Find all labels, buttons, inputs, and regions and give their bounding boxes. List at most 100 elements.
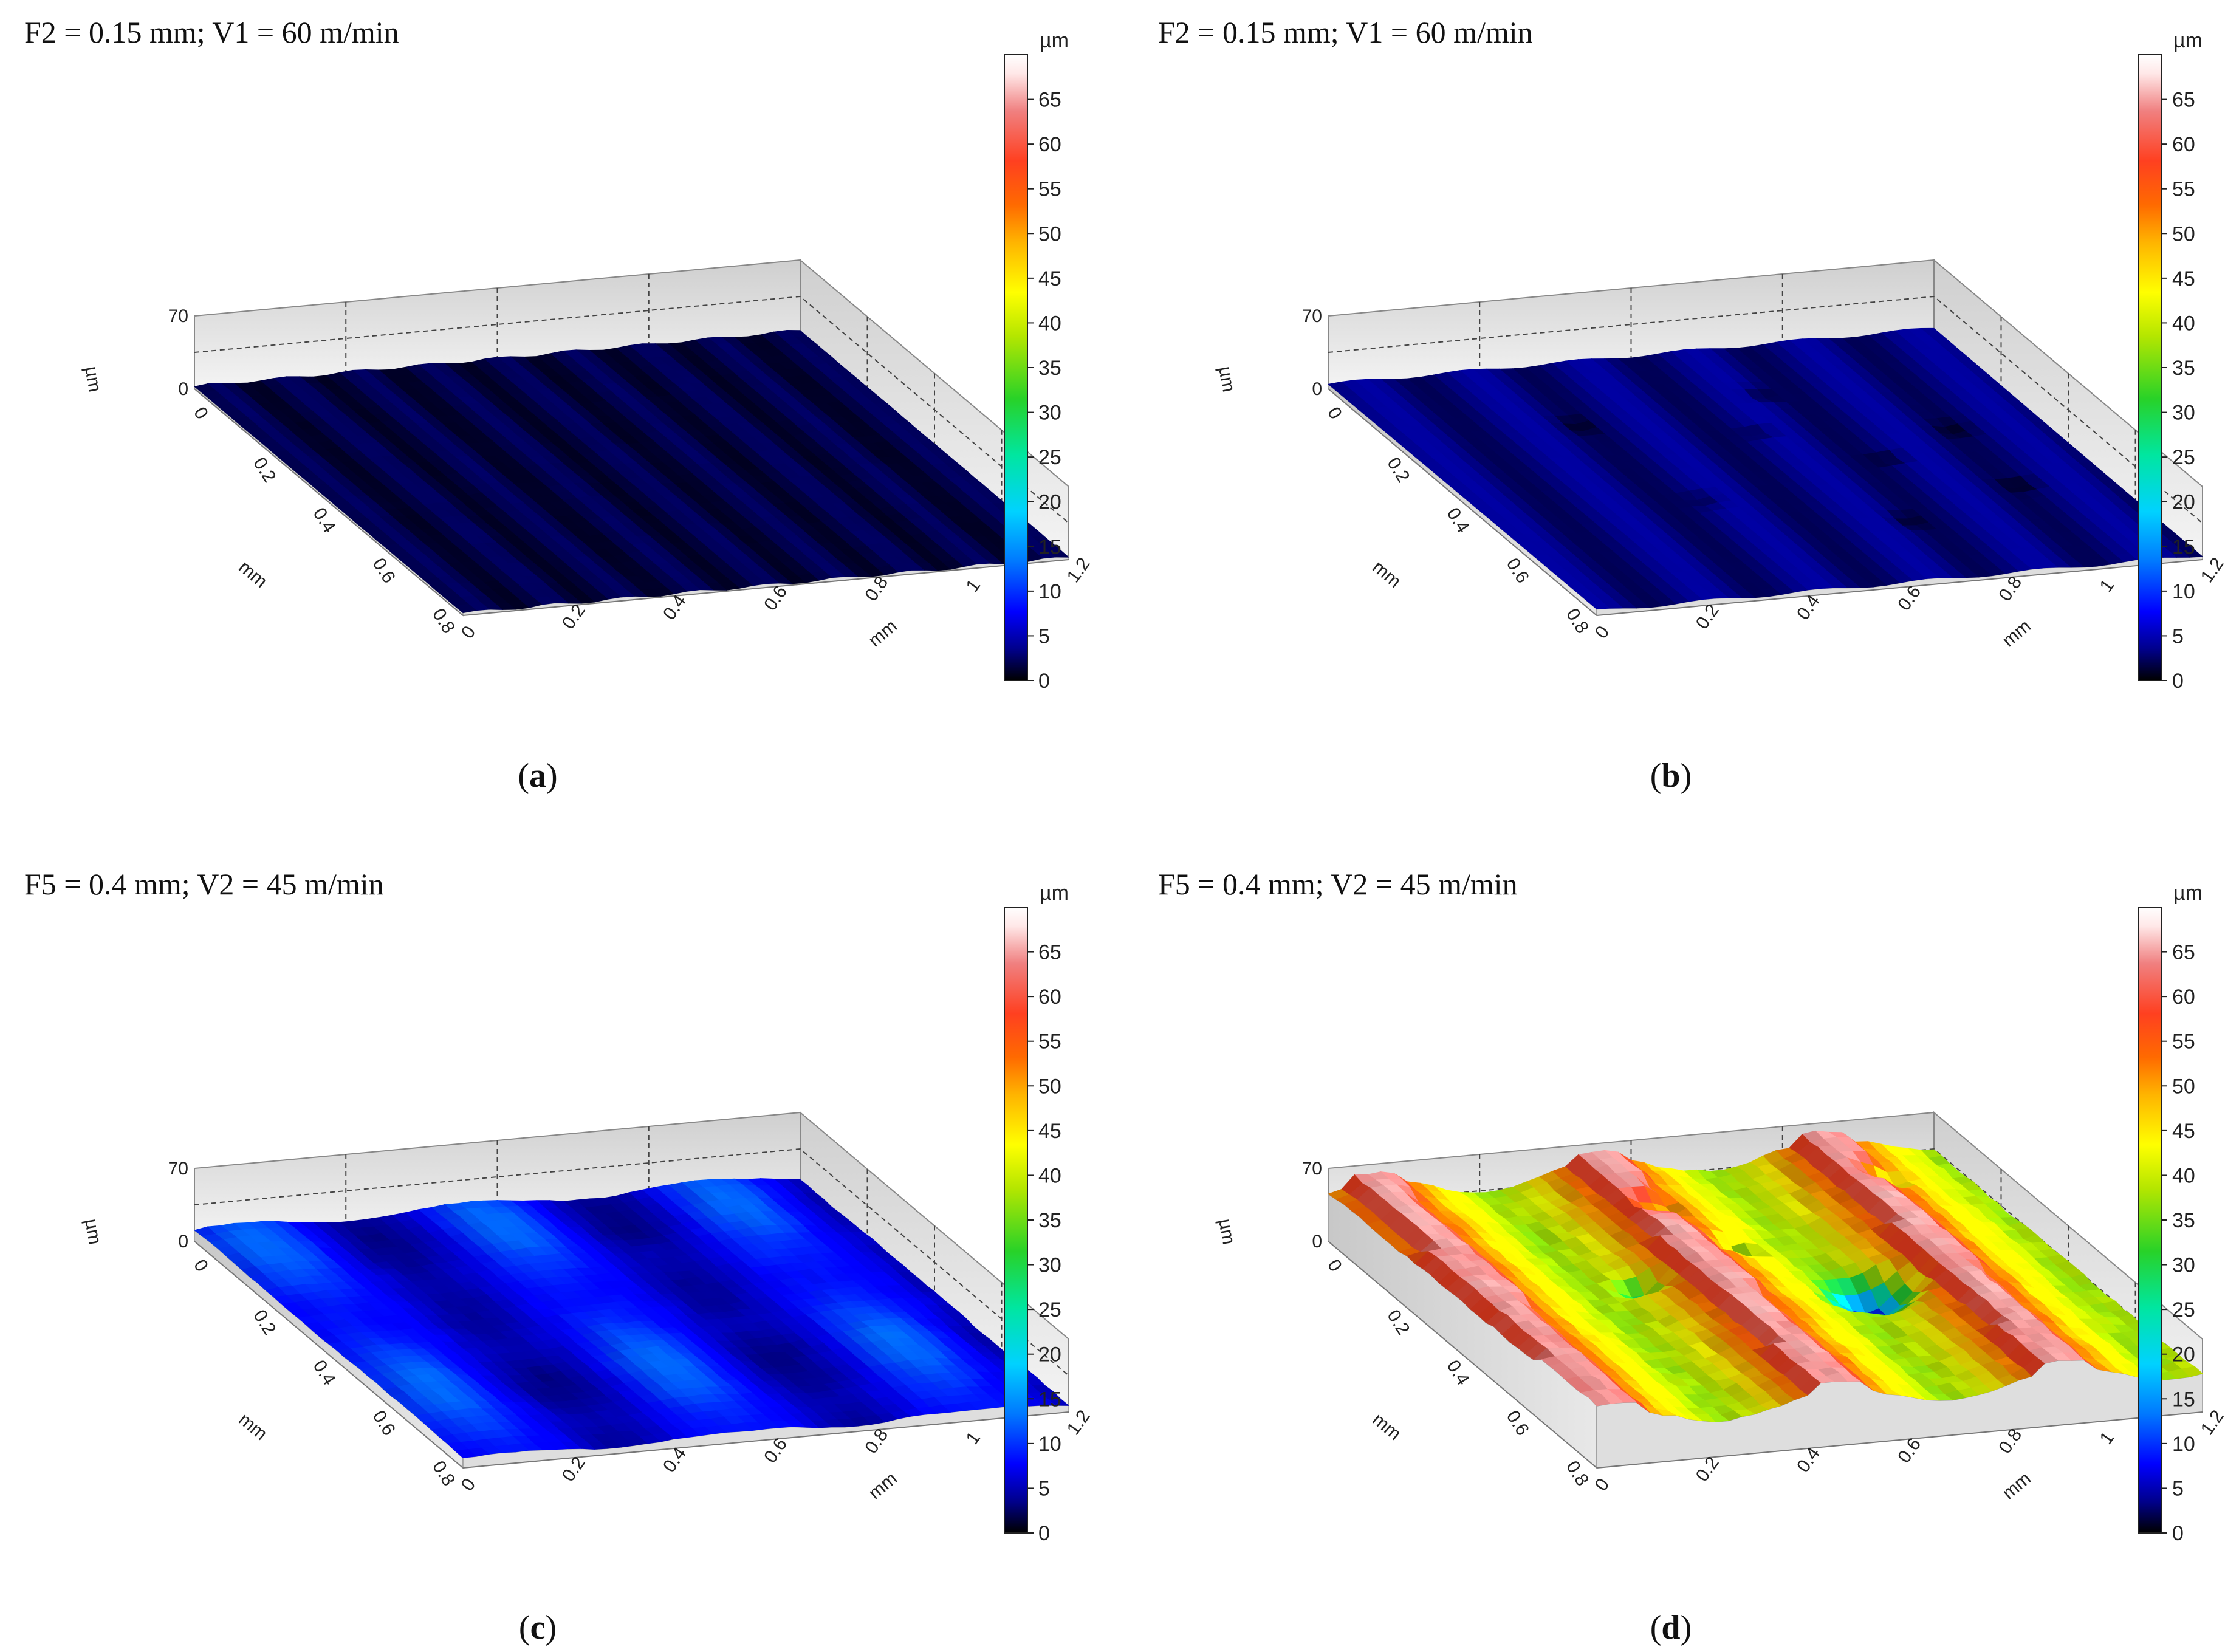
x-tick-label: 0 xyxy=(1323,403,1346,423)
z-tick-label: 0 xyxy=(1312,379,1322,399)
box-edges xyxy=(1328,388,2203,616)
x-tick-label: 0.8 xyxy=(1562,1458,1592,1490)
z-axis-label: µm xyxy=(81,365,105,393)
colorbar-tick-label: 5 xyxy=(1038,1477,1050,1500)
panel-b: F2 = 0.15 mm; V1 = 60 m/min 70 0 µm 0 0.2 0.4 0… xyxy=(1158,15,2225,795)
colorbar-tick-label: 30 xyxy=(2172,1254,2195,1277)
box-edges xyxy=(1328,1241,2203,1469)
colorbar-tick-label: 60 xyxy=(1038,133,1061,156)
colorbar-tick-label: 15 xyxy=(1038,1388,1061,1411)
colorbar-unit: µm xyxy=(2173,29,2203,52)
colorbar-tick-label: 40 xyxy=(2172,1164,2195,1187)
colorbar-gradient xyxy=(1004,907,1028,1534)
colorbar-tick-label: 20 xyxy=(2172,491,2195,514)
panel-title: F5 = 0.4 mm; V2 = 45 m/min xyxy=(24,867,384,901)
panel-title: F2 = 0.15 mm; V1 = 60 m/min xyxy=(1158,15,1533,49)
colorbar-unit: µm xyxy=(1040,29,1069,52)
colorbar-tick-label: 15 xyxy=(2172,535,2195,558)
wall-gridlines xyxy=(194,1126,1069,1376)
y-tick-label: 1 xyxy=(2096,576,2119,596)
colorbar-tick-label: 0 xyxy=(2172,670,2184,693)
x-tick-label: 0.8 xyxy=(1562,605,1592,637)
panel-d: F5 = 0.4 mm; V2 = 45 m/min 70 0 µm 0 0.2 0.4 0.… xyxy=(1158,867,2225,1647)
panel-title: F2 = 0.15 mm; V1 = 60 m/min xyxy=(24,15,399,49)
y-tick-label: 0 xyxy=(1591,622,1614,642)
colorbar-tick-label: 35 xyxy=(1038,357,1061,380)
colorbar-tick-label: 65 xyxy=(2172,941,2195,964)
panel-caption: (d) xyxy=(1650,1609,1692,1647)
colorbar-tick-label: 30 xyxy=(2172,402,2195,425)
box-edges xyxy=(194,388,1069,616)
z-axis-label: µm xyxy=(1215,365,1239,393)
y-axis-label: mm xyxy=(865,1469,901,1503)
y-tick-label: 1 xyxy=(2096,1428,2119,1448)
colorbar: µm 0 5 10 15 20 25 30 35 40 45 50 55 60 65 xyxy=(1004,882,1069,1545)
colorbar-tick-label: 0 xyxy=(1038,1522,1050,1545)
colorbar-tick-label: 5 xyxy=(1038,625,1050,648)
x-axis-label: mm xyxy=(235,1410,272,1444)
colorbar-gradient xyxy=(2138,907,2162,1534)
panel-c: F5 = 0.4 mm; V2 = 45 m/min 70 0 µm 0 0.2 0.4 0.… xyxy=(24,867,1094,1647)
colorbar-tick-label: 5 xyxy=(2172,1477,2184,1500)
z-tick-label: 70 xyxy=(168,1159,188,1179)
y-tick-label: 0 xyxy=(458,1475,480,1495)
x-tick-label: 0.4 xyxy=(309,504,340,536)
x-tick-label: 0 xyxy=(190,1256,212,1275)
colorbar-tick-label: 65 xyxy=(2172,89,2195,112)
colorbar-unit: µm xyxy=(2173,882,2203,905)
x-tick-label: 0.6 xyxy=(369,1407,399,1439)
x-axis-label: mm xyxy=(235,557,272,592)
colorbar-tick-label: 40 xyxy=(1038,312,1061,335)
z-tick-label: 70 xyxy=(1302,1159,1322,1179)
x-tick-label: 0.6 xyxy=(1503,1407,1533,1439)
colorbar-tick-label: 45 xyxy=(1038,267,1061,290)
surface-b xyxy=(1328,327,2204,617)
colorbar-tick-label: 60 xyxy=(2172,133,2195,156)
colorbar-tick-label: 40 xyxy=(1038,1164,1061,1187)
x-tick-label: 0 xyxy=(1323,1256,1346,1275)
surface-d xyxy=(1328,1130,2203,1469)
colorbar-tick-label: 15 xyxy=(1038,535,1061,558)
x-tick-label: 0.8 xyxy=(428,1458,459,1490)
colorbar-tick-label: 35 xyxy=(2172,357,2195,380)
colorbar-tick-label: 20 xyxy=(1038,491,1061,514)
colorbar-tick-label: 50 xyxy=(2172,1075,2195,1098)
colorbar-tick-label: 0 xyxy=(1038,670,1050,693)
colorbar-gradient xyxy=(1004,54,1028,681)
colorbar: µm 0 5 10 15 20 25 30 35 40 45 50 55 60 65 xyxy=(2138,29,2203,693)
x-tick-label: 0.4 xyxy=(309,1357,340,1389)
colorbar: µm 0 5 10 15 20 25 30 35 40 45 50 55 60 65 xyxy=(2138,882,2203,1545)
colorbar-tick-label: 5 xyxy=(2172,625,2184,648)
y-axis-label: mm xyxy=(865,616,901,651)
panel-caption: (c) xyxy=(519,1609,557,1647)
x-tick-label: 0.2 xyxy=(1383,1306,1413,1338)
y-axis-label: mm xyxy=(1998,616,2035,651)
colorbar-tick-label: 35 xyxy=(1038,1209,1061,1232)
colorbar-tick-label: 25 xyxy=(2172,446,2195,469)
x-tick-label: 0.8 xyxy=(428,605,459,637)
colorbar-tick-label: 45 xyxy=(1038,1120,1061,1143)
colorbar: µm 0 5 10 15 20 25 30 35 40 45 50 55 60 65 xyxy=(1004,29,1069,693)
x-tick-label: 0.4 xyxy=(1443,1357,1473,1389)
colorbar-tick-label: 55 xyxy=(1038,178,1061,201)
y-tick-label: 0 xyxy=(1591,1475,1614,1495)
colorbar-unit: µm xyxy=(1040,882,1069,905)
colorbar-tick-label: 45 xyxy=(2172,1120,2195,1143)
colorbar-tick-label: 50 xyxy=(1038,1075,1061,1098)
z-tick-label: 0 xyxy=(178,1232,188,1252)
x-tick-label: 0.2 xyxy=(249,454,279,486)
z-tick-label: 70 xyxy=(1302,306,1322,326)
x-tick-label: 0.4 xyxy=(1443,504,1473,536)
box-edges xyxy=(194,1241,1069,1469)
colorbar-tick-label: 25 xyxy=(1038,1298,1061,1321)
colorbar-tick-label: 55 xyxy=(2172,178,2195,201)
colorbar-tick-label: 65 xyxy=(1038,941,1061,964)
colorbar-tick-label: 60 xyxy=(2172,985,2195,1009)
x-tick-label: 0.2 xyxy=(249,1306,279,1338)
colorbar-tick-label: 0 xyxy=(2172,1522,2184,1545)
surface-c xyxy=(194,1178,1070,1469)
colorbar-tick-label: 50 xyxy=(2172,222,2195,245)
colorbar-tick-label: 15 xyxy=(2172,1388,2195,1411)
wall-gridlines xyxy=(1328,274,2203,524)
